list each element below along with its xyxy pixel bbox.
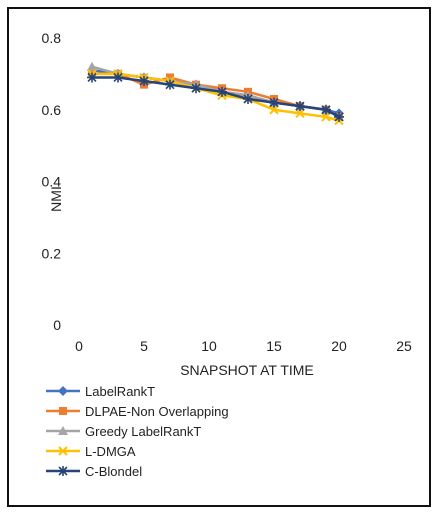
legend-marker: [59, 407, 67, 415]
data-point: [87, 61, 97, 71]
legend-item: L-DMGA: [46, 444, 136, 459]
legend-marker: [58, 446, 68, 456]
data-point: [87, 72, 97, 83]
legend-label: Greedy LabelRankT: [85, 424, 201, 439]
x-axis-title: SNAPSHOT AT TIME: [180, 362, 314, 378]
y-tick-label: 0: [53, 317, 61, 333]
legend-label: LabelRankT: [85, 384, 155, 399]
legend-item: Greedy LabelRankT: [46, 424, 201, 439]
data-point: [113, 72, 123, 83]
x-tick-label: 20: [331, 338, 347, 354]
legend-marker: [58, 466, 68, 476]
y-tick-label: 0.8: [42, 30, 62, 46]
line-chart: NMI SNAPSHOT AT TIME 0 0.2 0.4 0.6 0.8 0 5 10 1…: [42, 30, 412, 479]
data-point: [321, 112, 331, 122]
y-tick-label: 0.2: [42, 245, 62, 261]
series-line-l-dmga: [92, 72, 340, 122]
legend-marker: [58, 426, 68, 435]
data-point: [243, 93, 253, 104]
data-point: [334, 111, 344, 122]
x-tick-label: 0: [75, 338, 83, 354]
data-point: [269, 97, 279, 108]
data-point: [191, 83, 201, 94]
legend-label: L-DMGA: [85, 444, 136, 459]
y-tick-label: 0.6: [42, 102, 62, 118]
data-point: [295, 108, 305, 119]
series-c-blondel: [87, 72, 344, 122]
legend-marker: [58, 386, 68, 396]
x-tick-label: 5: [140, 338, 148, 354]
data-point: [139, 76, 149, 87]
y-axis-title: NMI: [48, 186, 64, 212]
data-point: [269, 105, 279, 115]
legend-label: DLPAE-Non Overlapping: [85, 404, 229, 419]
x-tick-label: 10: [201, 338, 217, 354]
data-point: [165, 79, 175, 90]
data-point: [321, 104, 331, 115]
legend-item: DLPAE-Non Overlapping: [46, 404, 229, 419]
legend-label: C-Blondel: [85, 464, 142, 479]
x-tick-label: 15: [266, 338, 282, 354]
data-point: [295, 101, 305, 112]
data-point: [217, 86, 227, 97]
y-tick-label: 0.4: [42, 174, 62, 190]
legend-item: C-Blondel: [46, 464, 142, 479]
legend-item: LabelRankT: [46, 384, 155, 399]
chart-frame: NMI SNAPSHOT AT TIME 0 0.2 0.4 0.6 0.8 0 5 10 1…: [7, 7, 431, 507]
x-tick-label: 25: [396, 338, 412, 354]
